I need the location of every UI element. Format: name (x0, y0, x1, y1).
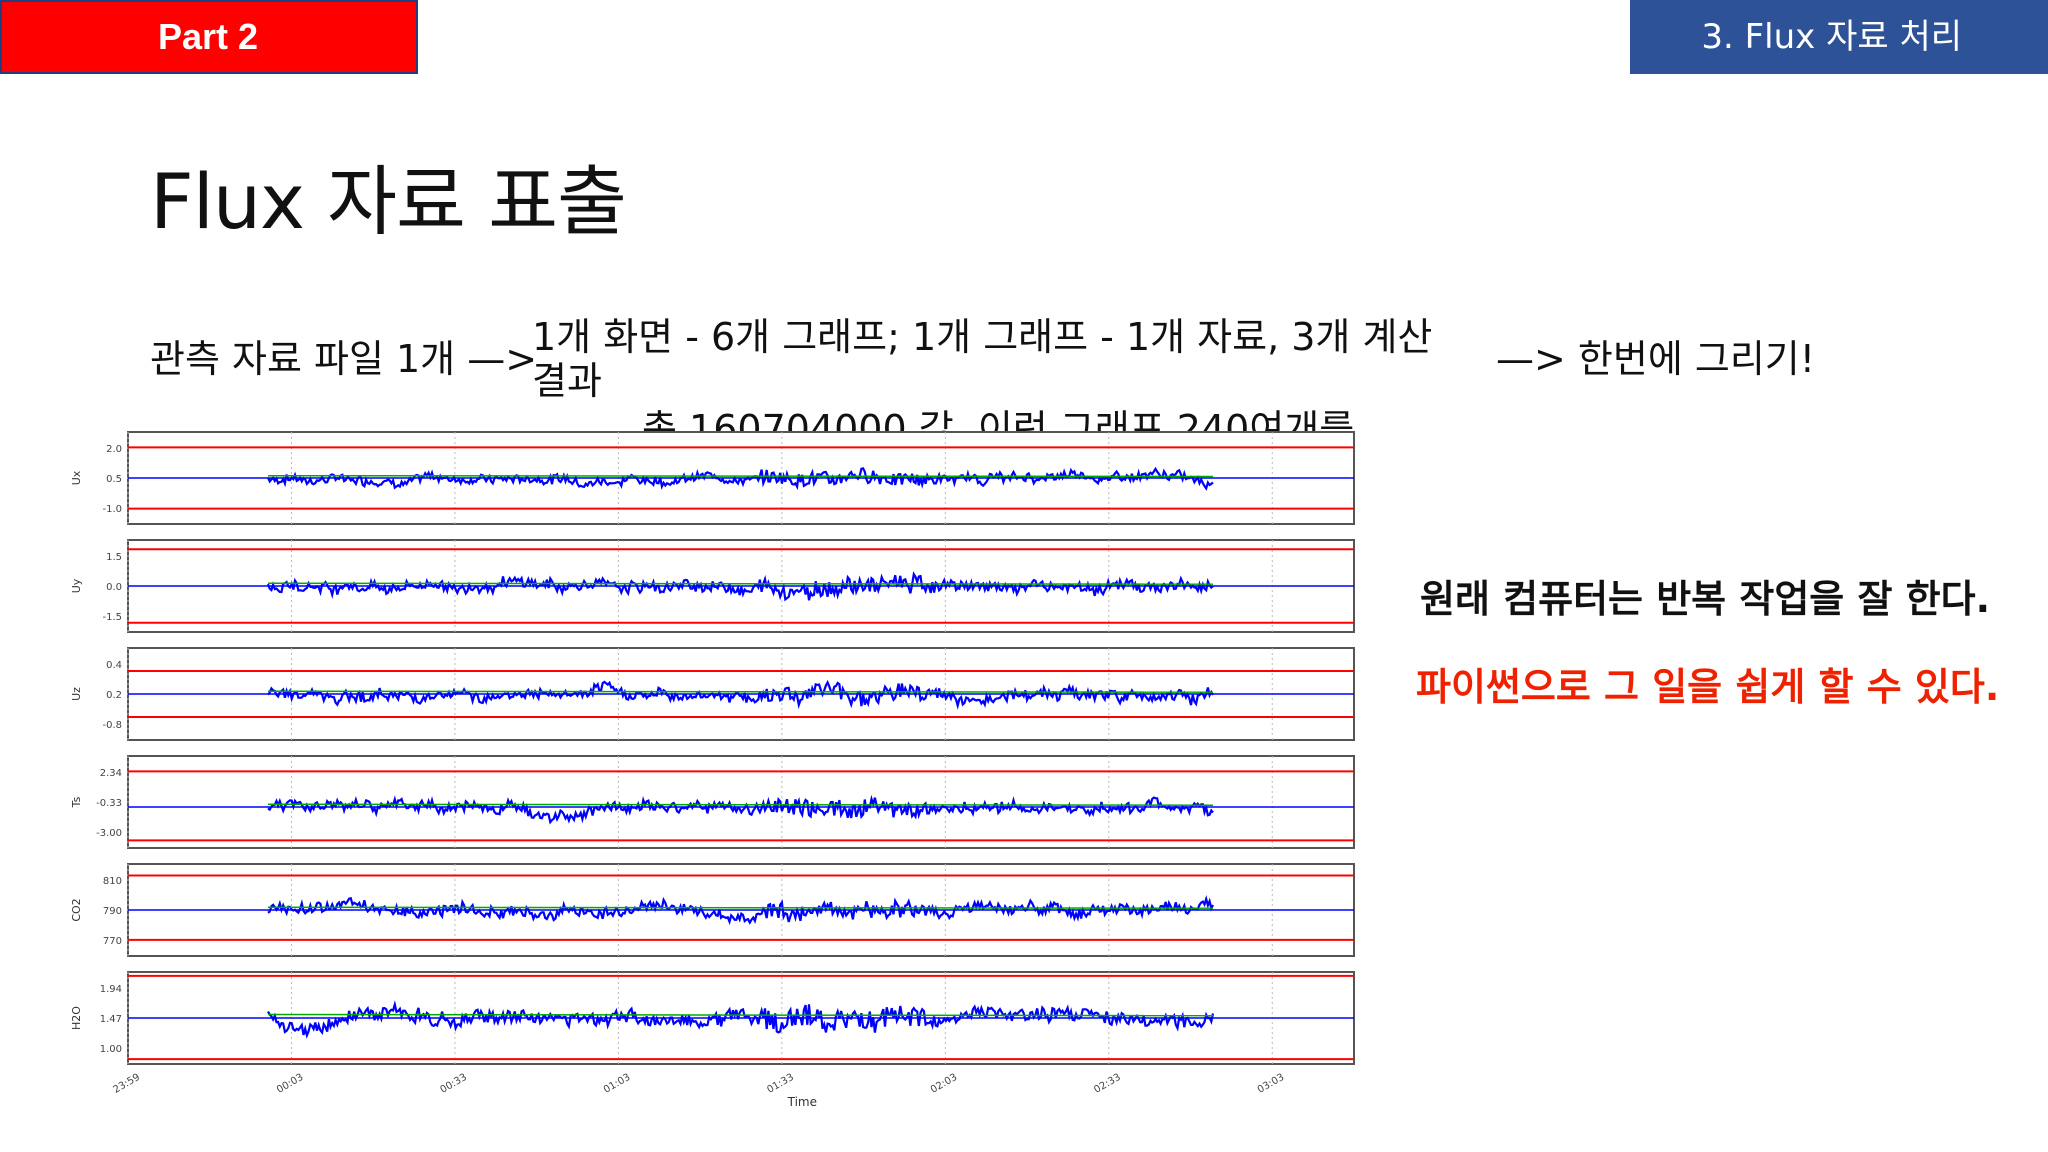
slide-title: Flux 자료 표출 (150, 157, 627, 246)
x-tick-label: 01:03 (602, 1072, 632, 1096)
y-tick-label: -0.8 (102, 720, 122, 731)
panel-ylabel: CO2 (70, 898, 83, 921)
panel-ylabel: Ts (70, 796, 83, 808)
series-line (267, 679, 1214, 710)
panel-ylabel: Uy (70, 578, 83, 593)
x-tick-label: 02:33 (1092, 1072, 1122, 1096)
y-tick-label: 2.34 (100, 768, 122, 779)
panel-ylabel: Ux (70, 470, 83, 485)
y-tick-label: 790 (103, 906, 122, 917)
x-tick-label: 00:03 (275, 1072, 305, 1096)
x-tick-label: 02:03 (929, 1072, 959, 1096)
trend-line (267, 474, 1214, 478)
text-middle-line2: 결과 (532, 359, 602, 403)
y-tick-label: 1.5 (106, 552, 122, 563)
section-badge: 3. Flux 자료 처리 (1630, 0, 2048, 74)
x-tick-label: 00:33 (438, 1072, 468, 1096)
trend-line (267, 690, 1214, 693)
flux-chart-svg: Ux 2.0 0.5 -1.0 Uy 1.5 0.0 -1.5 Uz 0.4 0.2 -0.8 Ts 2.… (70, 431, 1355, 1109)
panel-ylabel: Uz (70, 687, 83, 701)
trend-line (267, 906, 1214, 909)
y-tick-label: -1.5 (102, 612, 122, 623)
y-tick-label: 1.94 (100, 984, 122, 995)
y-tick-label: -1.0 (102, 504, 122, 515)
part-badge: Part 2 (0, 0, 418, 74)
panel-ylabel: H2O (70, 1006, 83, 1030)
flux-figure: Ux 2.0 0.5 -1.0 Uy 1.5 0.0 -1.5 Uz 0.4 0.2 -0.8 Ts 2.… (66, 424, 1366, 1114)
y-tick-label: -3.00 (96, 828, 122, 839)
text-right: —> 한번에 그리기! (1496, 337, 1815, 381)
trend-line (267, 803, 1214, 806)
series-line (266, 466, 1214, 491)
y-tick-label: 770 (103, 936, 122, 947)
x-tick-label: 03:03 (1256, 1072, 1286, 1096)
y-tick-label: 0.4 (106, 660, 122, 671)
x-tick-label: 23:59 (112, 1072, 142, 1096)
trend-line (267, 1013, 1214, 1017)
y-tick-label: 1.47 (100, 1014, 122, 1025)
y-tick-label: 0.2 (106, 690, 122, 701)
panel-frame (127, 755, 1355, 849)
text-left: 관측 자료 파일 1개 —> (150, 337, 538, 381)
trend-line (267, 582, 1214, 585)
y-tick-label: 0.5 (106, 474, 122, 485)
y-tick-label: 1.00 (100, 1044, 122, 1055)
x-axis-label: Time (787, 1095, 817, 1109)
y-tick-label: 810 (103, 876, 122, 887)
y-tick-label: -0.33 (96, 798, 122, 809)
series-line (266, 571, 1214, 602)
series-line (267, 794, 1214, 825)
y-tick-label: 0.0 (106, 582, 122, 593)
x-tick-label: 01:33 (765, 1072, 795, 1096)
comment-black: 원래 컴퓨터는 반복 작업을 잘 한다. (1420, 577, 1991, 621)
comment-red: 파이썬으로 그 일을 쉽게 할 수 있다. (1416, 665, 2000, 709)
y-tick-label: 2.0 (106, 444, 122, 455)
text-middle-line1: 1개 화면 - 6개 그래프; 1개 그래프 - 1개 자료, 3개 계산 (532, 315, 1433, 359)
series-line (267, 895, 1214, 926)
